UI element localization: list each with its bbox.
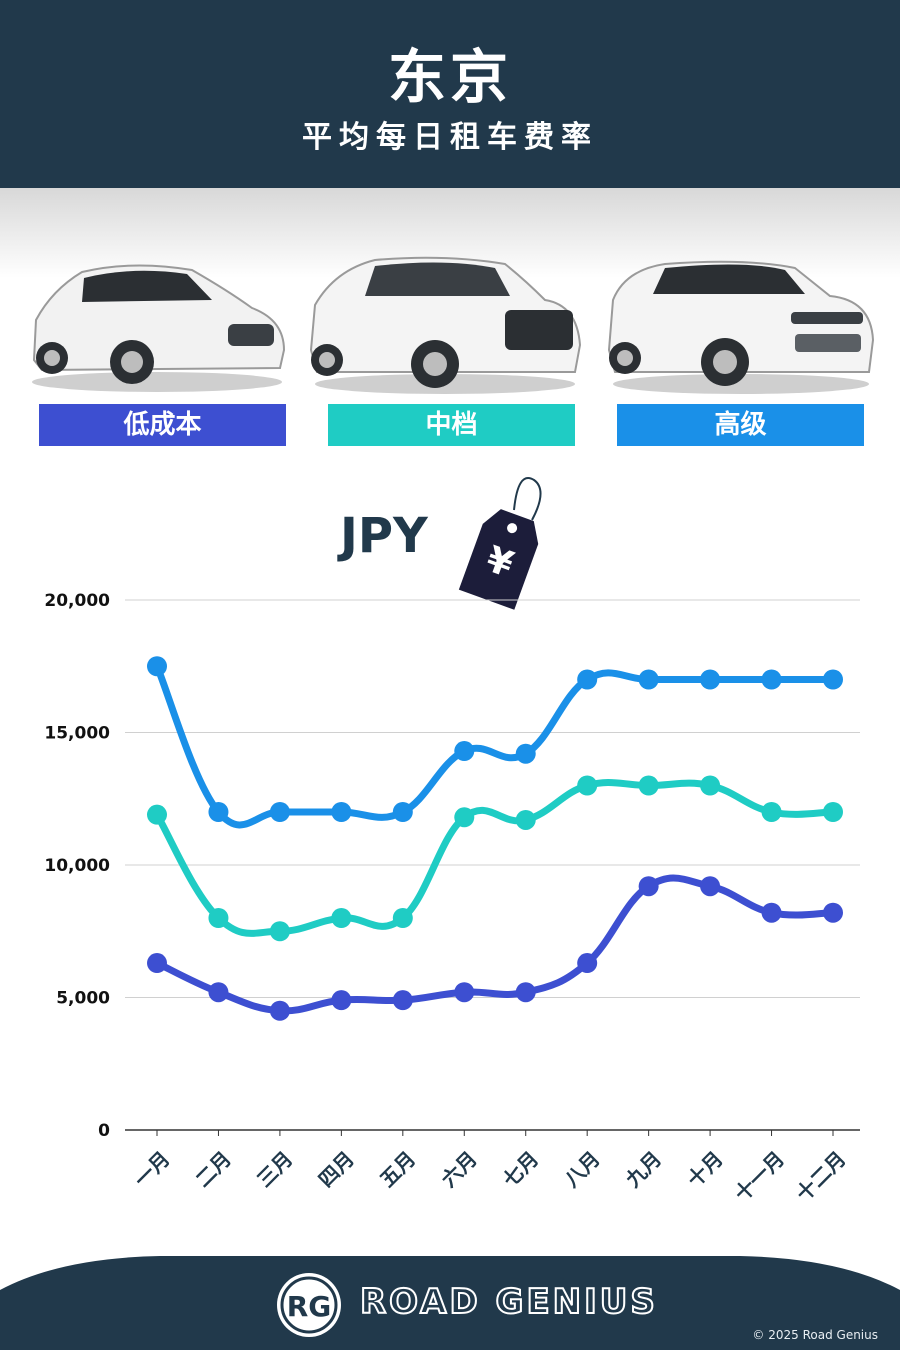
y-tick-label: 0 xyxy=(98,1121,110,1141)
data-point xyxy=(147,804,167,825)
data-point xyxy=(331,908,352,928)
page-subtitle: 平均每日租车费率 xyxy=(302,120,598,155)
data-point xyxy=(638,775,659,796)
data-point xyxy=(208,802,229,822)
road-genius-logo-icon: RG xyxy=(277,1273,341,1337)
data-point xyxy=(515,743,536,764)
data-point xyxy=(208,982,229,1003)
data-point xyxy=(577,953,598,974)
series-line xyxy=(153,874,837,1015)
data-point xyxy=(331,802,352,822)
x-tick-label: 五月 xyxy=(375,1147,420,1192)
x-tick-label: 七月 xyxy=(498,1147,543,1192)
tier-label-midsize: 中档 xyxy=(328,404,575,446)
data-point xyxy=(454,807,475,828)
series-line xyxy=(153,662,837,829)
x-tick-label: 十一月 xyxy=(730,1147,789,1206)
data-point xyxy=(700,876,721,897)
tier-label-text: 中档 xyxy=(425,410,478,440)
x-tick-label: 六月 xyxy=(437,1147,482,1192)
data-point xyxy=(269,1000,290,1021)
data-point xyxy=(761,669,782,690)
x-tick-label: 十二月 xyxy=(791,1147,850,1206)
copyright: © 2025 Road Genius xyxy=(752,1328,878,1342)
data-point xyxy=(331,990,352,1011)
series-line xyxy=(153,778,837,937)
data-point xyxy=(269,921,290,942)
line-chart: 0 5,000 10,000 15,000 20,000 一月 二月 三月 四月 五月 六月 七月 八月… xyxy=(44,591,860,1206)
y-tick-label: 20,000 xyxy=(44,591,110,611)
tier-label-text: 高级 xyxy=(714,410,767,440)
header: 东京 平均每日租车费率 xyxy=(0,0,900,188)
y-tick-label: 5,000 xyxy=(56,989,110,1009)
data-point xyxy=(700,775,721,796)
data-point xyxy=(823,669,843,690)
data-point xyxy=(515,982,536,1003)
data-point xyxy=(147,953,167,974)
luxury-suv-icon xyxy=(607,260,875,394)
data-point xyxy=(392,908,413,928)
y-tick-label: 10,000 xyxy=(44,856,110,876)
midsize-suv-icon xyxy=(309,256,582,394)
data-point xyxy=(638,876,659,897)
x-tick-label: 一月 xyxy=(129,1147,174,1192)
logo-text: RG xyxy=(287,1290,332,1323)
data-point xyxy=(454,741,475,762)
data-point xyxy=(638,669,659,690)
x-tick-label: 四月 xyxy=(314,1147,359,1192)
tier-label-economy: 低成本 xyxy=(39,404,286,446)
footer: RG ROAD GENIUS © 2025 Road Genius xyxy=(0,1250,900,1350)
footer-background xyxy=(0,1256,900,1350)
tier-label-luxury: 高级 xyxy=(617,404,864,446)
data-point xyxy=(208,908,229,928)
data-point xyxy=(577,775,598,796)
economy-car-icon xyxy=(32,264,286,392)
data-point xyxy=(454,982,475,1003)
data-point xyxy=(700,669,721,690)
data-point xyxy=(269,802,290,822)
x-tick-label: 三月 xyxy=(252,1147,297,1192)
data-point xyxy=(823,902,843,923)
brand-name: ROAD GENIUS xyxy=(359,1281,658,1323)
x-tick-label: 十月 xyxy=(682,1147,727,1192)
currency-label: JPY xyxy=(340,508,428,564)
data-point xyxy=(823,802,843,822)
tier-label-text: 低成本 xyxy=(123,410,202,440)
price-tag-icon: ¥ xyxy=(458,477,542,610)
data-point xyxy=(392,802,413,822)
data-point xyxy=(515,809,536,830)
x-tick-label: 九月 xyxy=(620,1147,666,1193)
page-title: 东京 xyxy=(387,43,512,111)
data-point xyxy=(577,669,598,690)
x-tick-label: 八月 xyxy=(559,1147,604,1192)
data-point xyxy=(761,902,782,923)
data-point xyxy=(147,656,167,677)
data-point xyxy=(392,990,413,1011)
data-point xyxy=(761,802,782,822)
x-tick-label: 二月 xyxy=(191,1147,236,1192)
y-tick-label: 15,000 xyxy=(44,724,110,744)
